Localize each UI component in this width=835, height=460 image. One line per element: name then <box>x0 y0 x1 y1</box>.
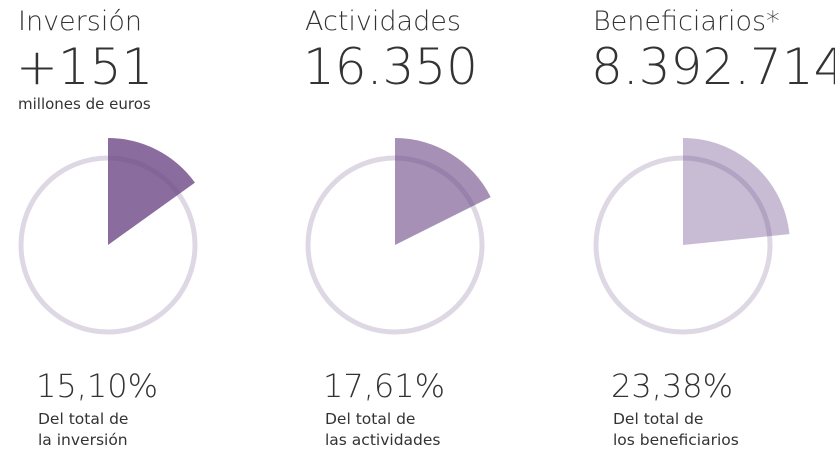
caption: Del total de <box>613 410 703 428</box>
caption: Del total de <box>38 410 128 428</box>
ring <box>18 155 198 335</box>
headline: +151 <box>16 38 153 96</box>
caption: Del total de <box>325 410 415 428</box>
column-title: Actividades <box>305 6 461 37</box>
column-title: Inversión <box>18 6 142 37</box>
percent-label: 17,61% <box>323 367 445 405</box>
caption: la inversión <box>38 431 128 449</box>
percent-label: 15,10% <box>36 367 158 405</box>
sector <box>683 138 790 245</box>
headline: 8.392.714 <box>591 38 835 96</box>
caption: los beneficiarios <box>613 431 739 449</box>
column-title: Beneficiarios* <box>593 6 780 37</box>
ring <box>593 155 773 335</box>
sector <box>108 138 195 245</box>
subtitle: millones de euros <box>18 95 151 113</box>
ring <box>305 155 485 335</box>
caption: las actividades <box>325 431 440 449</box>
headline: 16.350 <box>303 38 478 96</box>
sector <box>395 138 491 245</box>
percent-label: 23,38% <box>611 367 733 405</box>
